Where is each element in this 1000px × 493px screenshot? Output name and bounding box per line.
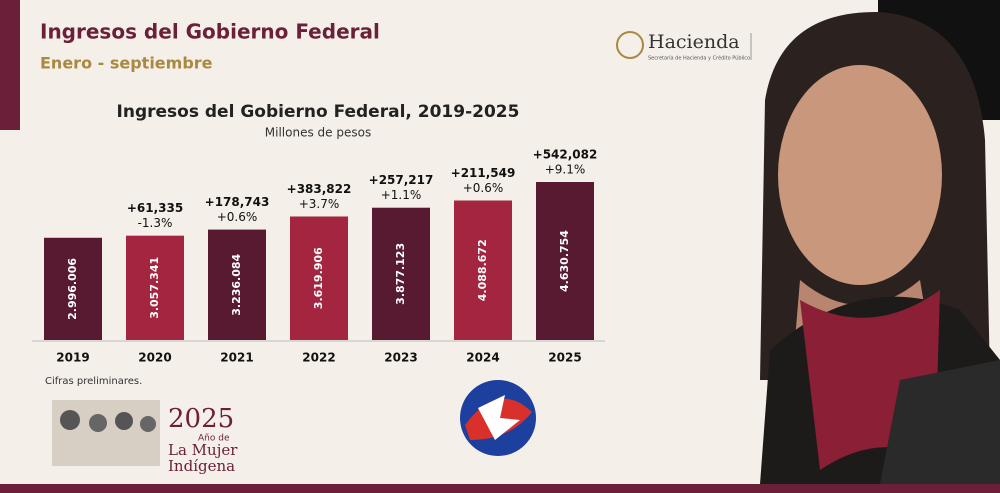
change-label: +542,082 xyxy=(533,148,598,162)
note: Cifras preliminares. xyxy=(45,376,142,387)
bar xyxy=(126,235,184,340)
change-label: +257,217 xyxy=(369,173,434,187)
pct-change-label: -1.3% xyxy=(138,216,173,230)
x-tick-label: 2022 xyxy=(302,351,335,365)
pct-change-label: +3.7% xyxy=(299,197,340,211)
footer-line2: La Mujer xyxy=(168,441,238,459)
bar-value-label: 3.877.123 xyxy=(394,243,407,305)
photo xyxy=(760,0,1000,484)
chart-title: Ingresos del Gobierno Federal, 2019-2025 xyxy=(117,102,520,122)
change-label: +61,335 xyxy=(127,201,183,215)
x-tick-label: 2021 xyxy=(220,351,253,365)
x-tick-label: 2024 xyxy=(466,351,499,365)
footer-illustration xyxy=(52,400,160,466)
bar xyxy=(372,207,430,340)
x-tick-label: 2023 xyxy=(384,351,417,365)
logo-caption: Secretaría de Hacienda y Crédito Público xyxy=(648,55,750,62)
change-label: +383,822 xyxy=(287,182,352,196)
slide-title: Ingresos del Gobierno Federal xyxy=(40,20,380,44)
footer-year: 2025 xyxy=(168,404,234,434)
bottom-stripe xyxy=(0,484,1000,493)
x-tick-label: 2019 xyxy=(56,351,89,365)
bar-value-label: 2.996.006 xyxy=(66,258,79,320)
bar-value-label: 4.088.672 xyxy=(476,239,489,301)
bar-value-label: 3.057.341 xyxy=(148,257,161,319)
logo-name: Hacienda xyxy=(648,31,740,53)
bar xyxy=(536,182,594,340)
pct-change-label: +1.1% xyxy=(381,188,422,202)
change-label: +211,549 xyxy=(451,166,516,180)
bar-value-label: 3.236.084 xyxy=(230,253,243,315)
logo-emblem xyxy=(616,31,644,59)
x-tick-label: 2020 xyxy=(138,351,171,365)
x-tick-label: 2025 xyxy=(548,351,581,365)
bar xyxy=(44,237,102,340)
dove-logo xyxy=(460,380,536,456)
bar-value-label: 4.630.754 xyxy=(558,230,571,292)
bar-value-label: 3.619.906 xyxy=(312,247,325,309)
change-label: +178,743 xyxy=(205,195,270,209)
slide-subtitle: Enero - septiembre xyxy=(40,54,213,73)
footer-line1: Año de xyxy=(198,434,230,444)
pct-change-label: +9.1% xyxy=(545,163,586,177)
bar xyxy=(208,229,266,340)
bar xyxy=(290,216,348,340)
bar xyxy=(454,200,512,340)
pct-change-label: +0.6% xyxy=(463,181,504,195)
chart-subtitle: Millones de pesos xyxy=(265,126,371,140)
footer-line3: Indígena xyxy=(168,457,235,475)
pct-change-label: +0.6% xyxy=(217,210,258,224)
side-stripe xyxy=(0,0,20,130)
